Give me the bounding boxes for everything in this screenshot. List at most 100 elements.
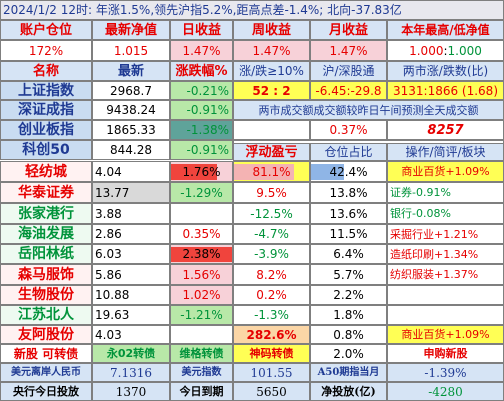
holding-chg <box>170 325 233 344</box>
hdr-chg: 涨跌幅% <box>170 61 233 81</box>
index-latest: 844.28 <box>92 140 170 160</box>
holding-chg: 1.02% <box>170 285 233 305</box>
a50-label: A50期指当月 <box>310 363 387 382</box>
turnover-change: 0.37% <box>310 120 387 140</box>
chg-bar <box>171 247 232 262</box>
holding-ratio: 5.7% <box>310 264 387 285</box>
holding-float: -4.7% <box>233 224 310 244</box>
empty-cell <box>233 120 310 140</box>
limit-up-down-ratio: 52 : 2 <box>233 81 310 100</box>
holding-latest: 13.77 <box>92 182 170 203</box>
holding-name[interactable]: 岳阳林纸 <box>0 244 92 264</box>
hdr-position-ratio: 仓位占比 <box>310 143 387 161</box>
holding-ratio: 13.8% <box>310 182 387 203</box>
holding-name[interactable]: 森马服饰 <box>0 264 92 285</box>
holding-chg: 0.35% <box>170 224 233 244</box>
holding-float: 9.5% <box>233 182 310 203</box>
fx-usdcnh-value: 7.1316 <box>92 363 170 382</box>
holding-latest: 6.03 <box>92 244 170 264</box>
holding-op: 商业百货+1.09% <box>387 161 504 182</box>
ratio-bar <box>311 164 344 180</box>
holding-ratio: 6.4% <box>310 244 387 264</box>
index-latest: 9438.24 <box>92 100 170 120</box>
pboc-net-label: 净投放(亿) <box>310 382 387 401</box>
holding-op: 商业百货+1.09% <box>387 325 504 344</box>
holding-name[interactable]: 轻纺城 <box>0 161 92 182</box>
chg-bar <box>171 164 217 180</box>
index-latest: 1865.33 <box>92 120 170 140</box>
pboc-maturity-label: 今日到期 <box>170 382 233 401</box>
holding-op: 采掘行业+1.21% <box>387 224 504 244</box>
holding-latest: 3.88 <box>92 203 170 224</box>
holding-ratio: 2.2% <box>310 285 387 305</box>
holding-op <box>387 305 504 325</box>
holding-name[interactable]: 华泰证券 <box>0 182 92 203</box>
hdr-operation: 操作/简评/板块 <box>387 143 504 161</box>
label-day: 日收益 <box>170 20 233 40</box>
year-sep: : <box>443 43 448 58</box>
holding-float: 8.2% <box>233 264 310 285</box>
holding-chg: -1.21% <box>170 305 233 325</box>
holding-name[interactable]: 海油发展 <box>0 224 92 244</box>
value-day: 1.47% <box>170 40 233 61</box>
holding-ratio: 42.4% <box>310 161 387 182</box>
fx-dxy-value: 101.55 <box>233 363 310 382</box>
label-nav: 最新净值 <box>92 20 170 40</box>
hdr-breadth: 两市涨/跌数(比) <box>387 61 504 81</box>
holding-latest: 2.86 <box>92 224 170 244</box>
hdr-latest: 最新 <box>92 61 170 81</box>
newstock-ratio: 2.0% <box>310 344 387 363</box>
hdr-float: 浮动盈亏 <box>233 143 310 161</box>
holding-float: -1.3% <box>233 305 310 325</box>
northbound-flow: -6.45:-29.8 <box>310 81 387 100</box>
hdr-turnover: 沪/深股通 <box>310 61 387 81</box>
holding-float: -12.5% <box>233 203 310 224</box>
bond-shenma[interactable]: 神码转债 <box>233 344 310 363</box>
newstock-label: 新股 可转债 <box>0 344 92 363</box>
holding-name[interactable]: 友阿股份 <box>0 325 92 344</box>
bond-yong02[interactable]: 永02转债 <box>92 344 170 363</box>
label-month: 月收益 <box>310 20 387 40</box>
holding-latest: 19.63 <box>92 305 170 325</box>
holding-float: 0.2% <box>233 285 310 305</box>
holding-name[interactable]: 生物股份 <box>0 285 92 305</box>
holding-chg: -1.29% <box>170 182 233 203</box>
value-year-hilo: 1.000 : 1.000 <box>387 40 504 61</box>
index-chg: -0.91% <box>170 140 233 160</box>
holding-float: 81.1% <box>233 161 310 182</box>
turnover-note: 两市成交额成交额较昨日午间预测全天成交额 <box>233 100 504 120</box>
holding-ratio: 11.5% <box>310 224 387 244</box>
bond-weige[interactable]: 维格转债 <box>170 344 233 363</box>
holding-op: 证券-0.91% <box>387 182 504 203</box>
newstock-op: 申购新股 <box>387 344 504 363</box>
holding-float: 282.6% <box>233 325 310 344</box>
holding-name[interactable]: 江苏北人 <box>0 305 92 325</box>
value-month: 1.47% <box>310 40 387 61</box>
holding-name[interactable]: 张家港行 <box>0 203 92 224</box>
holding-ratio: 1.8% <box>310 305 387 325</box>
holding-op <box>387 285 504 305</box>
index-chg: -0.91% <box>170 100 233 120</box>
year-low: 1.000 <box>447 43 482 58</box>
holding-chg: 2.38% <box>170 244 233 264</box>
value-position: 172% <box>0 40 92 61</box>
pboc-inject-label: 央行今日投放 <box>0 382 92 401</box>
hdr-ratio: 涨/跌≥10% <box>233 61 310 81</box>
index-chg: -1.38% <box>170 120 233 140</box>
index-name: 深证成指 <box>0 100 92 120</box>
holding-op: 银行-0.08% <box>387 203 504 224</box>
holding-latest: 4.04 <box>92 161 170 182</box>
banner: 2024/1/2 12时: 年涨1.5%,领先沪指5.2%,距高点差-1.4%;… <box>0 0 504 20</box>
value-nav: 1.015 <box>92 40 170 61</box>
holding-latest: 5.86 <box>92 264 170 285</box>
holding-chg <box>170 203 233 224</box>
index-chg: -0.21% <box>170 81 233 100</box>
fx-dxy-label: 美元指数 <box>170 363 233 382</box>
hdr-name: 名称 <box>0 61 92 81</box>
label-position: 账户仓位 <box>0 20 92 40</box>
holding-latest: 4.03 <box>92 325 170 344</box>
label-week: 周收益 <box>233 20 310 40</box>
a50-value: -1.39% <box>387 363 504 382</box>
index-name: 科创50 <box>0 140 92 160</box>
